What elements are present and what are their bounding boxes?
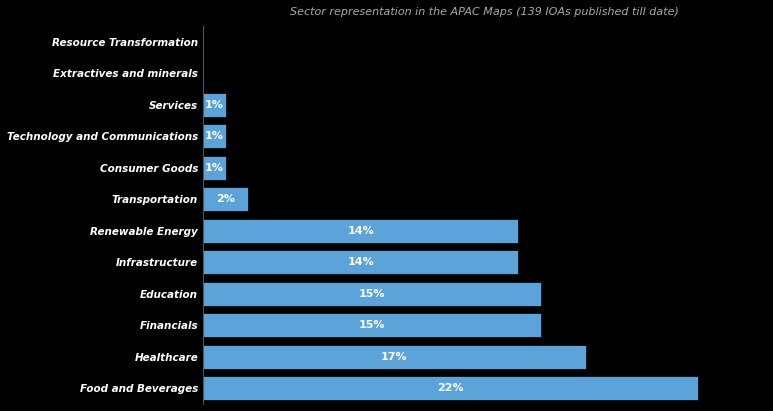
Text: 1%: 1% [205, 163, 223, 173]
Bar [203, 376, 699, 400]
Text: 15%: 15% [359, 320, 385, 330]
Text: 2%: 2% [216, 194, 235, 204]
Bar [203, 314, 541, 337]
Text: 1%: 1% [205, 131, 223, 141]
Text: 22%: 22% [438, 383, 464, 393]
Text: 14%: 14% [347, 257, 374, 267]
Bar [203, 93, 226, 117]
Title: Sector representation in the APAC Maps (139 IOAs published till date): Sector representation in the APAC Maps (… [290, 7, 679, 17]
Bar [203, 187, 248, 211]
Text: 14%: 14% [347, 226, 374, 236]
Bar [203, 156, 226, 180]
Bar [203, 345, 586, 369]
Text: 17%: 17% [381, 352, 408, 362]
Text: 1%: 1% [205, 100, 223, 110]
Bar [203, 125, 226, 148]
Bar [203, 250, 519, 274]
Bar [203, 219, 519, 242]
Text: 15%: 15% [359, 289, 385, 299]
Bar [203, 282, 541, 306]
